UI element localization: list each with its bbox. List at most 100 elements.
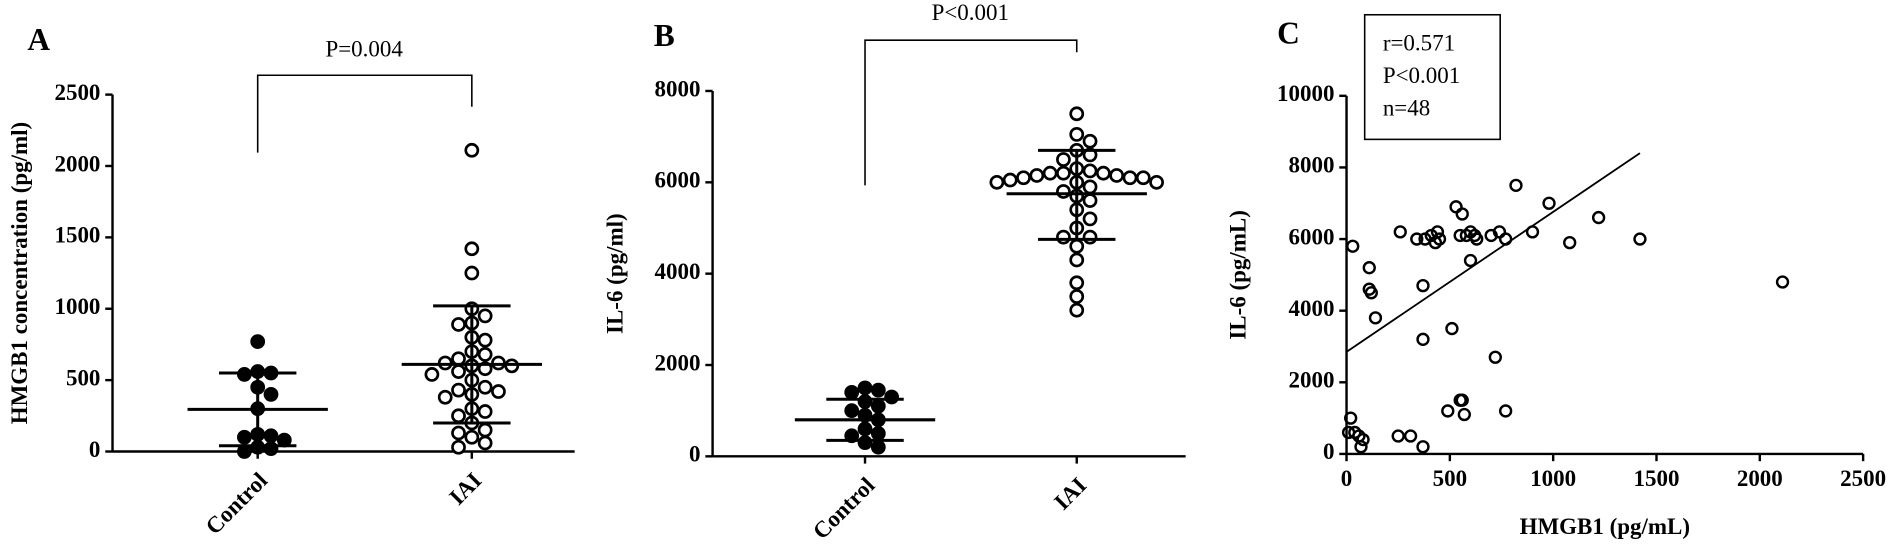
y-tick-label: 2000 <box>655 350 701 375</box>
data-point <box>1356 432 1370 447</box>
data-point <box>1082 211 1098 227</box>
data-point <box>1633 232 1647 246</box>
panel-letter: C <box>1277 16 1300 51</box>
data-point <box>1449 200 1463 214</box>
data-point <box>1056 152 1071 167</box>
data-point <box>1354 440 1368 454</box>
x-tick-label: IAI <box>1049 473 1091 515</box>
data-point <box>1122 170 1138 186</box>
y-axis-label: IL-6 (pg/mL) <box>1225 210 1250 340</box>
y-tick-label: 0 <box>1323 439 1334 464</box>
y-tick-label: 1000 <box>54 294 100 319</box>
data-point <box>1069 302 1085 318</box>
data-point <box>1410 232 1424 246</box>
data-point <box>1135 170 1151 186</box>
data-point <box>1016 170 1031 186</box>
y-tick-label: 2000 <box>54 151 100 176</box>
x-tick-label: 500 <box>1433 466 1467 491</box>
data-point <box>1432 232 1447 246</box>
y-axis-label: HMGB1 concentration (pg/ml) <box>7 122 32 424</box>
data-point <box>1069 289 1085 304</box>
data-point <box>1149 174 1164 190</box>
y-tick-label: 0 <box>89 437 100 462</box>
data-point <box>1591 210 1606 225</box>
x-tick-label: 2000 <box>1737 466 1783 491</box>
annotation: P<0.001 <box>932 0 1009 25</box>
data-point <box>1457 407 1471 422</box>
data-point <box>1391 429 1405 443</box>
panel-letter: B <box>654 18 675 53</box>
data-point <box>1069 106 1085 122</box>
data-point <box>477 332 493 348</box>
data-point <box>491 384 506 399</box>
y-tick-label: 1500 <box>54 223 100 248</box>
data-point <box>451 425 466 441</box>
data-point <box>1109 168 1125 183</box>
data-point <box>1095 165 1111 181</box>
data-point <box>1498 404 1513 418</box>
x-tick-label: 0 <box>1341 466 1352 491</box>
data-point <box>1775 275 1790 289</box>
y-tick-label: 2500 <box>54 80 100 105</box>
data-point <box>1069 252 1085 268</box>
data-point <box>1082 163 1098 179</box>
data-point <box>464 142 480 158</box>
data-point <box>1364 286 1378 300</box>
data-point <box>1509 178 1523 192</box>
data-point <box>1056 165 1071 181</box>
regression-line <box>1346 152 1641 353</box>
data-point <box>424 367 440 382</box>
data-point <box>477 379 493 395</box>
data-point <box>1056 184 1071 199</box>
data-point <box>437 389 453 405</box>
data-point <box>1069 126 1085 142</box>
data-point <box>1082 193 1098 208</box>
data-point <box>870 398 886 414</box>
data-point <box>1082 179 1098 195</box>
data-point <box>237 429 252 445</box>
data-point <box>989 174 1005 190</box>
x-axis-label: HMGB1 (pg/mL) <box>1520 514 1690 539</box>
data-point <box>464 241 480 257</box>
x-tick-label: 1500 <box>1634 466 1680 491</box>
data-point <box>1029 168 1045 183</box>
y-tick-label: 8000 <box>1288 153 1334 178</box>
annotation: P=0.004 <box>325 36 403 61</box>
data-point <box>451 317 466 332</box>
data-point <box>464 265 480 281</box>
data-point <box>1441 404 1455 418</box>
x-tick-label: IAI <box>444 468 486 510</box>
data-point <box>451 382 466 398</box>
data-point <box>1563 235 1577 250</box>
data-point <box>464 429 480 445</box>
data-point <box>1362 261 1376 275</box>
data-point <box>1069 238 1085 254</box>
data-point <box>1082 133 1098 149</box>
data-point <box>870 382 886 398</box>
y-axis-label: IL-6 (pg/ml) <box>602 213 627 334</box>
y-tick-label: 6000 <box>1288 224 1334 249</box>
data-point <box>1455 393 1469 407</box>
data-point <box>1393 225 1407 239</box>
data-point <box>477 347 493 362</box>
data-point <box>1470 232 1484 246</box>
data-point <box>1368 311 1383 325</box>
data-point <box>1416 440 1430 454</box>
significance-bracket <box>864 39 1078 186</box>
stat-text: P<0.001 <box>1383 63 1460 88</box>
data-point <box>870 426 886 441</box>
data-point <box>870 439 886 455</box>
panel-letter: A <box>27 22 50 57</box>
data-point <box>1346 239 1360 253</box>
data-point <box>1344 411 1358 425</box>
data-point <box>857 380 873 396</box>
data-point <box>884 389 900 405</box>
data-point <box>844 403 860 419</box>
data-point <box>1445 321 1459 336</box>
stat-text: n=48 <box>1383 96 1430 121</box>
data-point <box>1488 350 1502 364</box>
x-tick-label: 1000 <box>1530 466 1576 491</box>
x-tick-label: 2500 <box>1840 466 1886 491</box>
data-point <box>1430 225 1445 239</box>
